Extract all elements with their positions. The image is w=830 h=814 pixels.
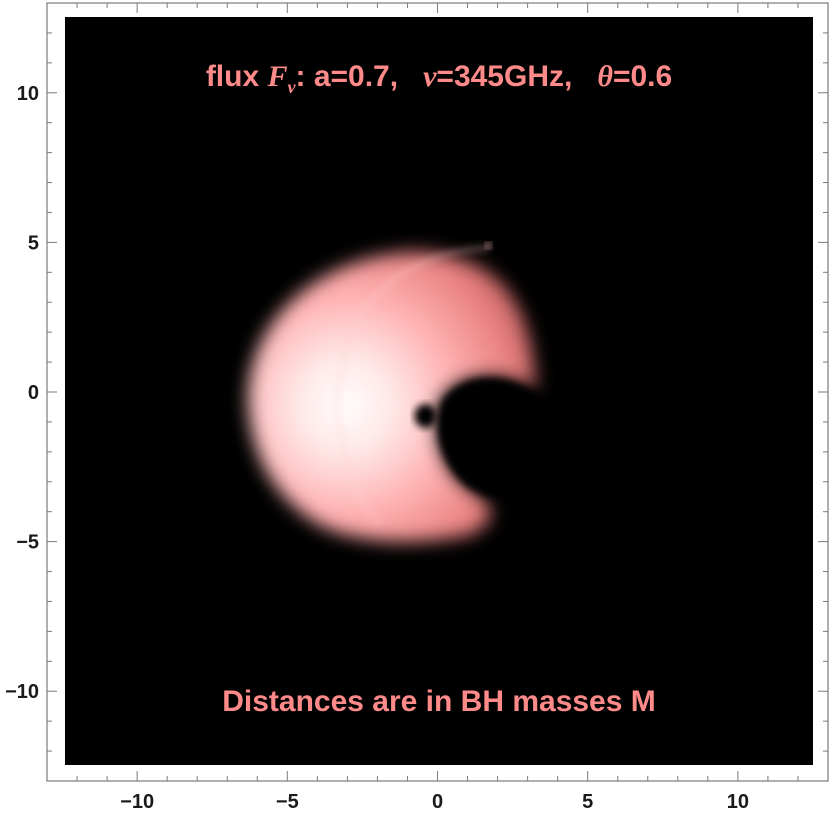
y-tick-label: 5 [28,232,39,254]
bright-arc [336,246,491,526]
x-tick-label: 10 [727,791,749,813]
emission-crescent [248,242,540,542]
y-tick-label: −5 [16,532,39,554]
x-tick-label: 5 [582,791,593,813]
chart-title: flux Fν: a=0.7, ν=345GHz, θ=0.6 [65,60,813,98]
title-angle: =0.6 [612,60,673,93]
y-tick-label: −10 [5,681,39,703]
title-frequency: =345GHz, [436,60,573,93]
x-tick-label: −10 [120,791,154,813]
axis-ticks [46,2,829,782]
dark-notch [438,378,540,499]
theta-symbol: θ [597,60,613,93]
flux-subscript: ν [287,77,296,97]
flux-symbol: F [267,60,288,93]
title-spin: : a=0.7, [295,60,399,93]
x-tick-label: 0 [432,791,443,813]
emission-image [248,242,540,542]
tick-labels: −10 −5 0 5 10 −10 −5 0 5 10 [5,83,749,813]
plot-frame [46,2,829,782]
streak-dot [485,242,492,249]
y-tick-label: 0 [28,382,39,404]
y-tick-label: 10 [17,83,39,105]
distance-note: Distances are in BH masses M [222,685,656,718]
title-prefix: flux [205,60,268,93]
nu-symbol: ν [423,60,437,93]
emission-region [248,252,536,542]
bh-shadow [414,403,437,428]
x-tick-label: −5 [276,791,299,813]
